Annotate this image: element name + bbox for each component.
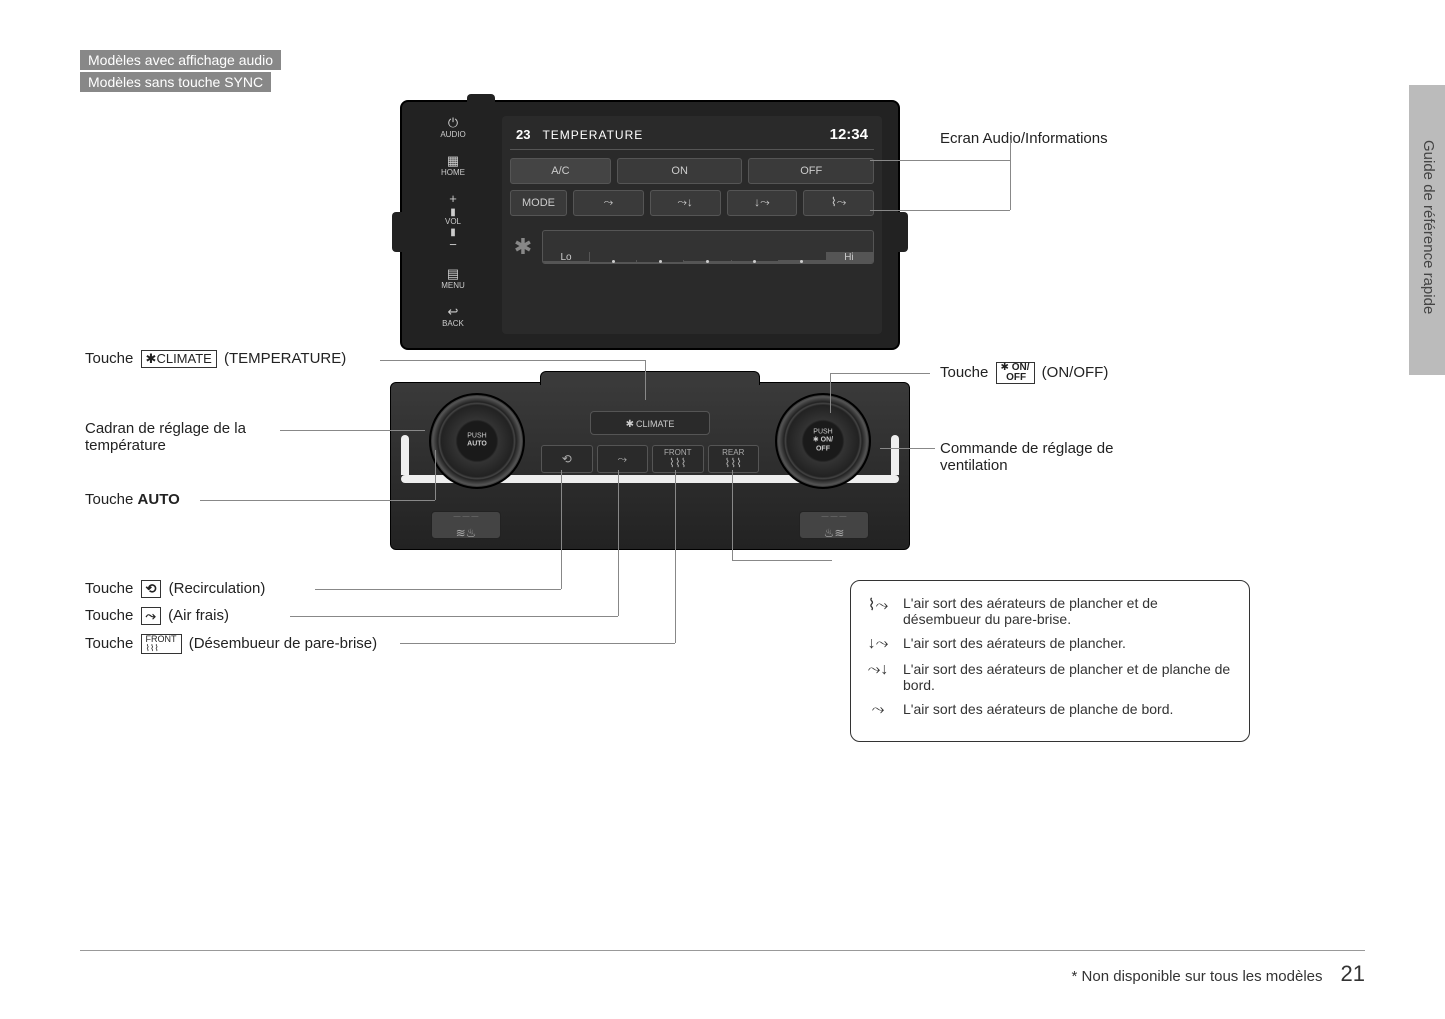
callout-auto: Touche AUTO bbox=[85, 491, 180, 508]
vol-up-icon: + bbox=[418, 192, 488, 206]
onoff-button-label: PUSH✱ ON/OFF bbox=[813, 428, 833, 453]
temperature-dial[interactable]: PUSHAUTO bbox=[429, 393, 525, 489]
home-icon: ▦ bbox=[418, 154, 488, 168]
power-icon: ⏻ bbox=[418, 116, 488, 130]
legend-floor-defrost-icon: ⌇⤳ bbox=[867, 595, 889, 615]
mode-vent-bilevel-icon[interactable]: ⤳↓ bbox=[650, 190, 721, 216]
climate-button[interactable]: ✱CLIMATE bbox=[590, 411, 710, 435]
climate-control-panel: PUSHAUTO PUSH✱ ON/OFF ✱CLIMATE ⟲ ⤳ FRONT… bbox=[390, 382, 910, 550]
callout-temp-dial: Cadran de réglage de la température bbox=[85, 420, 285, 454]
legend-floor-icon: ↓⤳ bbox=[867, 635, 889, 653]
auto-button-label: PUSHAUTO bbox=[467, 433, 487, 450]
ac-off[interactable]: OFF bbox=[748, 158, 874, 184]
fan-speed-bar[interactable]: Lo Hi bbox=[542, 230, 874, 264]
seat-heater-right[interactable]: — — —♨≋ bbox=[799, 511, 869, 539]
climate-screen: 23 TEMPERATURE 12:34 A/C ON OFF MODE ⤳ ⤳… bbox=[502, 116, 882, 334]
fan-icon: ✱ bbox=[510, 234, 536, 260]
mode-vent-defrost-icon[interactable]: ⌇⤳ bbox=[803, 190, 874, 216]
callout-onoff: Touche ✱ ON/ OFF (ON/OFF) bbox=[940, 362, 1108, 384]
callout-recirc: Touche ⟲ (Recirculation) bbox=[85, 580, 265, 598]
vol-down-icon: − bbox=[418, 238, 488, 252]
legend-bilevel-icon: ⤳↓ bbox=[867, 661, 889, 679]
front-defrost-button[interactable]: FRONT⌇⌇⌇ bbox=[652, 445, 704, 473]
callout-fresh: Touche ⤳ (Air frais) bbox=[85, 607, 229, 625]
legend-face-icon: ⤳ bbox=[867, 701, 889, 719]
ac-label[interactable]: A/C bbox=[510, 158, 611, 184]
airflow-legend: ⌇⤳L'air sort des aérateurs de plancher e… bbox=[850, 580, 1250, 742]
callout-defrost: Touche FRONT⌇⌇⌇ (Désembueur de pare-bris… bbox=[85, 634, 377, 654]
fresh-air-button[interactable]: ⤳ bbox=[597, 445, 649, 473]
page-number: 21 bbox=[1341, 961, 1365, 986]
fan-dial[interactable]: PUSH✱ ON/OFF bbox=[775, 393, 871, 489]
seat-heater-left[interactable]: — — —≋♨ bbox=[431, 511, 501, 539]
model-tag-2: Modèles sans touche SYNC bbox=[80, 72, 1365, 94]
display-side-buttons: ⏻AUDIO ▦HOME +▮VOL▮− ▤MENU ↩BACK bbox=[418, 116, 488, 343]
mode-vent-face-icon[interactable]: ⤳ bbox=[573, 190, 644, 216]
model-tag-1: Modèles avec affichage audio bbox=[80, 50, 1365, 72]
menu-icon: ▤ bbox=[418, 267, 488, 281]
mode-label[interactable]: MODE bbox=[510, 190, 567, 216]
footer: * Non disponible sur tous les modèles21 bbox=[1072, 961, 1365, 987]
rear-defrost-button[interactable]: REAR⌇⌇⌇ bbox=[708, 445, 760, 473]
ac-on[interactable]: ON bbox=[617, 158, 743, 184]
side-section-label: Guide de référence rapide bbox=[1420, 140, 1437, 314]
recirculation-button[interactable]: ⟲ bbox=[541, 445, 593, 473]
callout-screen: Ecran Audio/Informations bbox=[940, 130, 1108, 147]
temperature-value: 23 bbox=[516, 127, 530, 142]
screen-title: TEMPERATURE bbox=[542, 128, 829, 142]
clock: 12:34 bbox=[830, 126, 868, 143]
callout-climate-button: Touche ✱CLIMATE (TEMPERATURE) bbox=[85, 350, 346, 368]
mode-vent-floor-icon[interactable]: ↓⤳ bbox=[727, 190, 798, 216]
callout-fan-dial: Commande de réglage de ventilation bbox=[940, 440, 1140, 474]
audio-display-unit: ⏻AUDIO ▦HOME +▮VOL▮− ▤MENU ↩BACK 23 TEMP… bbox=[400, 100, 900, 350]
back-icon: ↩ bbox=[418, 305, 488, 319]
